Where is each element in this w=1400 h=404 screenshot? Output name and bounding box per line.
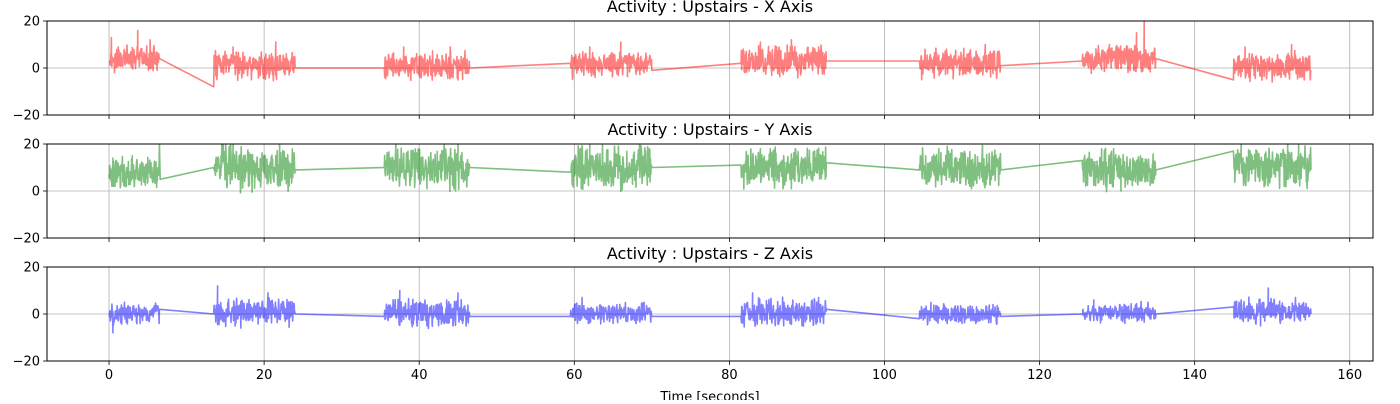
x-axis-label: Time [seconds]: [659, 390, 759, 400]
subplot-title: Activity : Upstairs - X Axis: [607, 0, 813, 16]
series-line: [108, 285, 1312, 334]
x-tick-label: 60: [566, 368, 583, 383]
subplot-x-axis: Activity : Upstairs - X Axis −20 0 20: [13, 0, 1374, 124]
x-tick-label: 120: [1027, 368, 1052, 383]
y-tick-label: −20: [13, 355, 40, 370]
series-line: [108, 144, 1312, 194]
x-tick-label: 100: [872, 368, 897, 383]
x-tick-label: 40: [411, 368, 428, 383]
y-tick-label: 20: [23, 261, 40, 276]
subplot-title: Activity : Upstairs - Y Axis: [607, 120, 812, 139]
y-tick-label: 20: [23, 15, 40, 30]
x-tick-label: 80: [721, 368, 738, 383]
subplot-title: Activity : Upstairs - Z Axis: [607, 244, 813, 263]
y-tick-label: 0: [32, 185, 40, 200]
x-tick-label: 160: [1337, 368, 1362, 383]
series-line: [108, 21, 1312, 88]
y-tick-label: 0: [32, 308, 40, 323]
x-tick-label: 20: [256, 368, 273, 383]
y-tick-label: −20: [13, 109, 40, 124]
x-tick-label: 140: [1182, 368, 1207, 383]
subplot-y-axis: Activity : Upstairs - Y Axis −20 0 20: [13, 120, 1374, 247]
x-tick-label: 0: [105, 368, 113, 383]
y-tick-label: 0: [32, 62, 40, 77]
y-tick-label: 20: [23, 138, 40, 153]
y-tick-label: −20: [13, 232, 40, 247]
subplot-z-axis: Activity : Upstairs - Z Axis Time [secon…: [13, 244, 1374, 404]
